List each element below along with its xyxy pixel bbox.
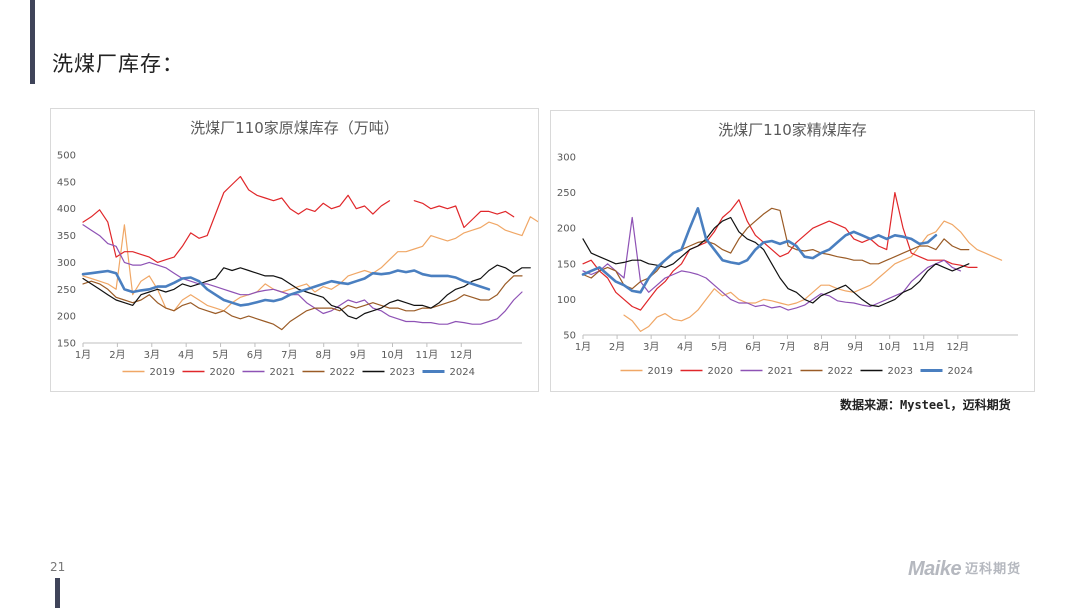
x-tick-label: 10月 (878, 341, 901, 353)
x-tick-label: 9月 (350, 349, 366, 361)
legend-label-2023: 2023 (888, 366, 913, 377)
y-tick-label: 300 (57, 258, 76, 269)
y-tick-label: 450 (57, 177, 76, 188)
x-tick-label: 5月 (212, 349, 228, 361)
y-tick-label: 150 (57, 339, 76, 350)
x-tick-label: 8月 (813, 341, 829, 353)
y-tick-label: 250 (557, 188, 576, 199)
x-tick-label: 1月 (575, 341, 591, 353)
clean-coal-inventory-chart: 洗煤厂110家精煤库存 50 100 150 200 250 300 1月 2月 3月 4月 5月 6月… (557, 121, 1018, 377)
legend-label-2019: 2019 (150, 367, 175, 378)
clean-coal-inventory-chart-panel: 洗煤厂110家精煤库存 50 100 150 200 250 300 1月 2月 3月 4月 5月 6月… (550, 110, 1035, 392)
logo-text: Maike (908, 558, 962, 580)
y-tick-label: 100 (557, 295, 576, 306)
y-tick-label: 300 (557, 153, 576, 164)
series-line-2021 (582, 216, 962, 311)
page-number: 21 (50, 560, 66, 574)
series-line-2019 (623, 220, 1003, 332)
series-line-2021 (82, 224, 523, 325)
series-line-2022 (82, 275, 523, 331)
series-line-2020 (82, 175, 515, 263)
logo-cn-text: 迈科期货 (965, 561, 1022, 576)
footer-accent-bar (55, 578, 60, 608)
page-title: 洗煤厂库存： (52, 52, 184, 76)
maike-logo: Maike 迈科期货 (908, 558, 1021, 581)
y-tick-label: 150 (557, 259, 576, 270)
chart-title: 洗煤厂110家原煤库存（万吨） (190, 119, 399, 137)
y-tick-label: 200 (557, 224, 576, 235)
chart-title: 洗煤厂110家精煤库存 (718, 121, 867, 139)
legend-label-2024: 2024 (450, 367, 475, 378)
x-tick-label: 12月 (450, 349, 473, 361)
legend-label-2019: 2019 (648, 366, 673, 377)
x-tick-label: 3月 (643, 341, 659, 353)
x-tick-label: 11月 (912, 341, 935, 353)
series-line-2022 (582, 207, 970, 290)
x-tick-label: 4月 (677, 341, 693, 353)
x-tick-label: 1月 (75, 349, 91, 361)
y-tick-label: 400 (57, 204, 76, 215)
x-tick-label: 4月 (178, 349, 194, 361)
y-tick-label: 50 (563, 331, 576, 342)
series-line-2020 (582, 192, 978, 311)
y-tick-label: 250 (57, 285, 76, 296)
x-tick-label: 3月 (144, 349, 160, 361)
x-tick-label: 9月 (847, 341, 863, 353)
y-tick-label: 500 (57, 151, 76, 162)
y-tick-label: 200 (57, 312, 76, 323)
x-tick-label: 11月 (416, 349, 439, 361)
legend-label-2024: 2024 (948, 366, 973, 377)
legend-label-2022: 2022 (330, 367, 355, 378)
raw-coal-inventory-chart-panel: 洗煤厂110家原煤库存（万吨） 150 200 250 300 350 400 450 500 1… (50, 108, 539, 392)
x-tick-label: 8月 (316, 349, 332, 361)
legend-label-2022: 2022 (828, 366, 853, 377)
x-tick-label: 2月 (609, 341, 625, 353)
legend-label-2023: 2023 (390, 367, 415, 378)
x-tick-label: 12月 (946, 341, 969, 353)
x-tick-label: 2月 (109, 349, 125, 361)
series-line-2023 (82, 264, 531, 320)
x-tick-label: 7月 (281, 349, 297, 361)
series-line-2024 (581, 207, 938, 294)
raw-coal-inventory-chart: 洗煤厂110家原煤库存（万吨） 150 200 250 300 350 400 450 500 1… (57, 119, 538, 378)
data-source-note: 数据来源：Mysteel，迈科期货 (840, 398, 1011, 412)
series-line-2023 (582, 216, 970, 308)
legend-label-2020: 2020 (708, 366, 733, 377)
title-accent-bar (30, 0, 35, 84)
series-line-2024 (81, 269, 491, 307)
x-tick-label: 6月 (247, 349, 263, 361)
legend-label-2021: 2021 (768, 366, 793, 377)
x-tick-label: 6月 (745, 341, 761, 353)
x-tick-label: 5月 (711, 341, 727, 353)
legend-label-2020: 2020 (210, 367, 235, 378)
y-tick-label: 350 (57, 231, 76, 242)
legend-label-2021: 2021 (270, 367, 295, 378)
x-tick-label: 10月 (381, 349, 404, 361)
x-tick-label: 7月 (779, 341, 795, 353)
